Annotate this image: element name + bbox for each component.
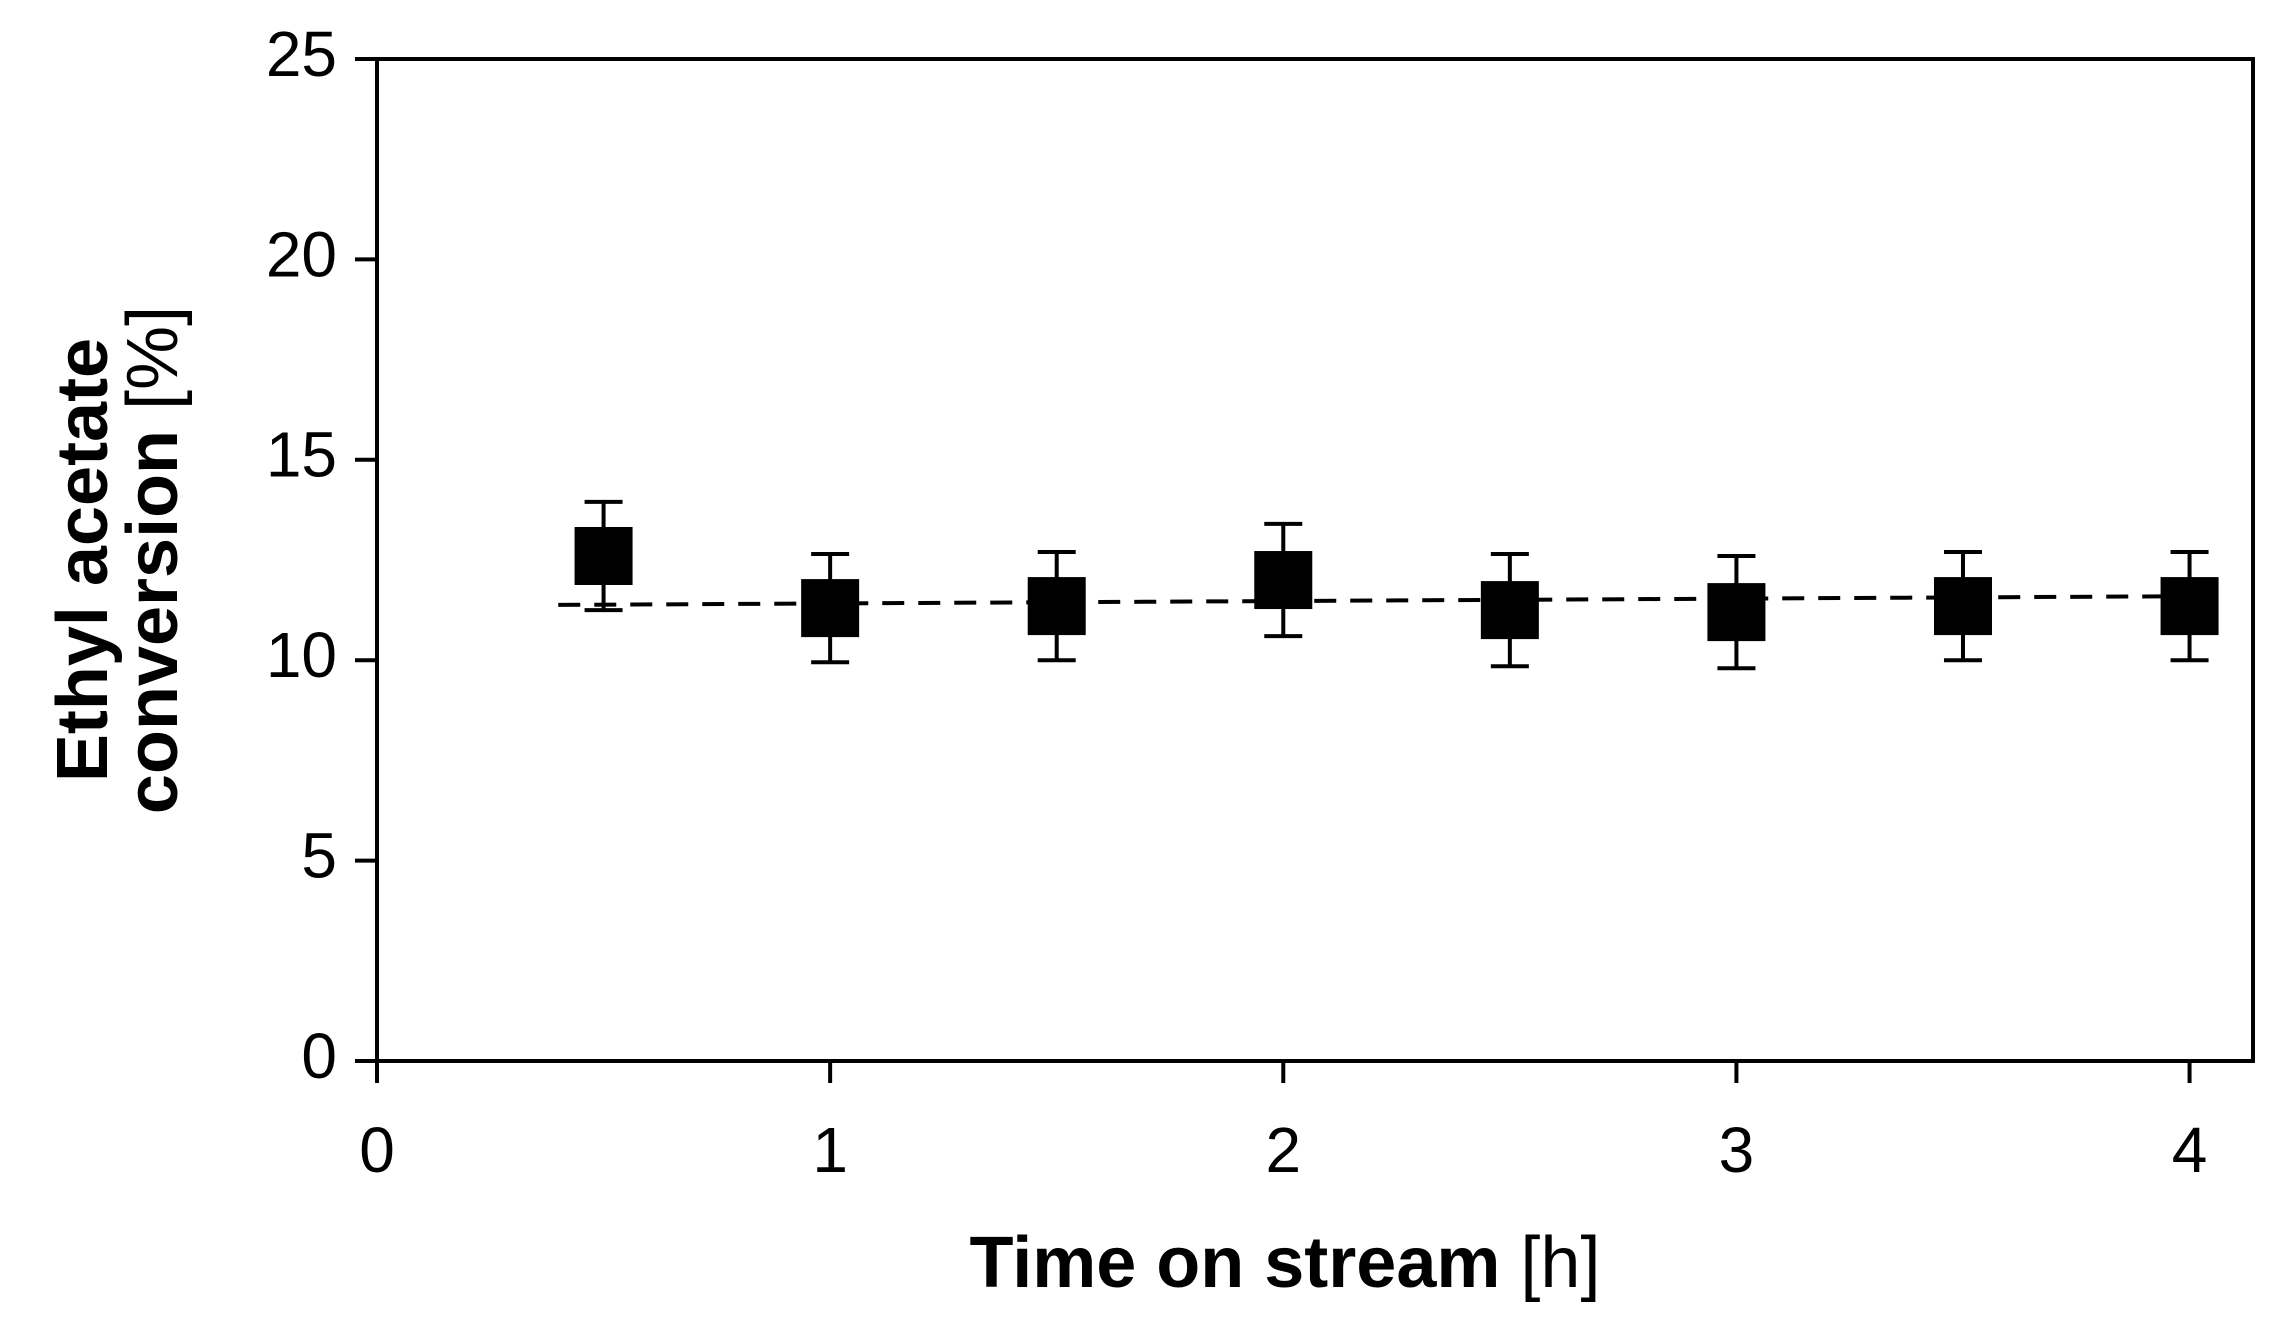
y-tick-label: 20 (266, 218, 337, 290)
y-tick-label: 10 (266, 619, 337, 691)
marker (2160, 577, 2219, 636)
x-axis-unit: [h] (1520, 1223, 1600, 1303)
marker (1933, 577, 1992, 636)
marker (1480, 581, 1539, 640)
y-tick-label: 25 (266, 18, 337, 90)
x-tick-label: 2 (1265, 1114, 1301, 1186)
y-tick-label: 5 (301, 820, 337, 892)
marker (1254, 551, 1313, 610)
marker (801, 579, 860, 638)
marker (1027, 577, 1086, 636)
y-axis-label: Ethyl acetate (43, 338, 123, 782)
marker (1707, 583, 1766, 642)
y-tick-label: 0 (301, 1020, 337, 1092)
x-axis-label: Time on stream [h] (970, 1223, 1601, 1303)
y-axis-label-text: conversion (113, 430, 193, 814)
y-tick-label: 15 (266, 419, 337, 491)
y-axis-label: conversion [%] (113, 306, 193, 814)
x-tick-label: 0 (359, 1114, 395, 1186)
marker (574, 526, 633, 585)
x-axis-label-text: Time on stream (970, 1223, 1501, 1303)
plot-frame (375, 57, 2255, 1063)
x-tick-label: 3 (1719, 1114, 1755, 1186)
x-tick-label: 4 (2172, 1114, 2208, 1186)
y-axis-unit: [%] (113, 306, 193, 410)
x-tick-label: 1 (812, 1114, 848, 1186)
